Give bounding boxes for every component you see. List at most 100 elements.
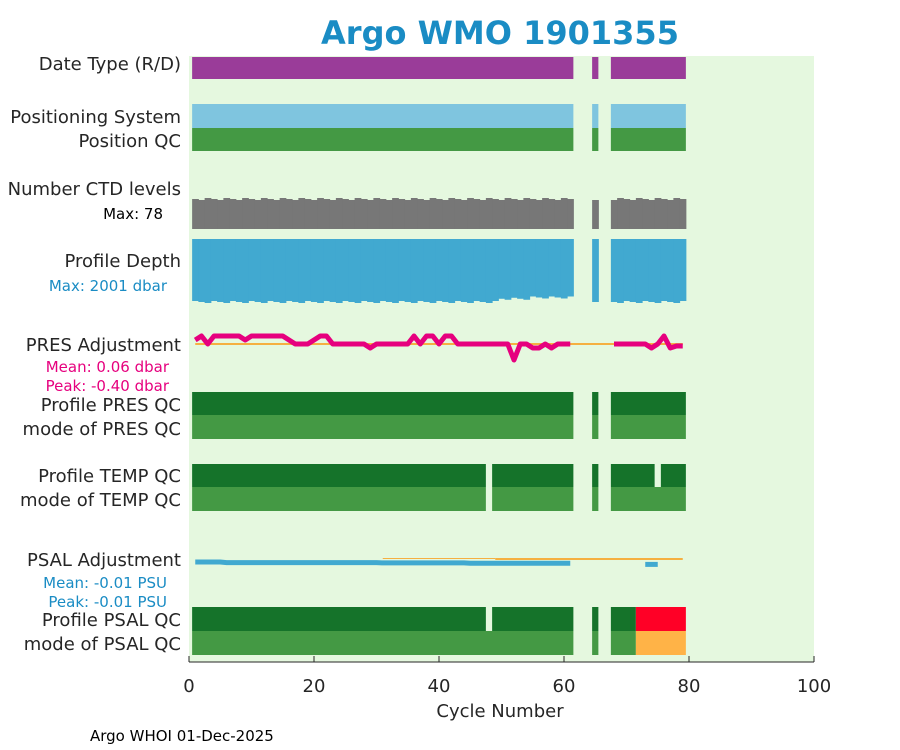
profile-temp-qc-bar <box>660 464 686 487</box>
row-label-pres-adjustment: PRES Adjustment <box>26 335 181 356</box>
ctd-level-bar <box>310 200 318 229</box>
position-qc-bar <box>610 128 686 151</box>
positioning-system-bar <box>592 104 599 128</box>
profile-depth-bar <box>467 239 474 303</box>
ctd-level-bar <box>417 199 424 229</box>
ctd-level-bar <box>479 200 487 229</box>
ctd-level-bar <box>523 198 531 229</box>
profile-temp-qc-bar <box>610 464 655 487</box>
ctd-level-bar <box>529 199 537 229</box>
profile-depth-bar <box>560 239 568 299</box>
ctd-level-bar <box>360 199 368 229</box>
row-label-date-type: Date Type (R/D) <box>39 54 181 75</box>
ctd-level-bar <box>554 200 562 229</box>
psal-adjustment-line <box>195 559 571 566</box>
ctd-level-bar <box>410 198 418 229</box>
profile-depth-bar <box>485 239 493 303</box>
profile-depth-bar <box>610 239 618 302</box>
psal-peak-label: Peak: -0.01 PSU <box>48 593 167 611</box>
profile-depth-bar <box>654 239 662 303</box>
ctd-level-bar <box>348 200 356 229</box>
pres-adjustment-line <box>614 333 683 351</box>
chart-title: Argo WMO 1901355 <box>321 14 679 52</box>
ctd-level-bar <box>629 200 637 229</box>
pres-adjustment-line <box>193 333 571 363</box>
profile-depth-bar <box>354 239 362 303</box>
profile-depth-bar <box>429 239 437 303</box>
profile-depth-bar <box>335 239 343 303</box>
psal-mean-label: Mean: -0.01 PSU <box>43 574 167 592</box>
profile-depth-bar <box>473 239 481 301</box>
date-type-bar <box>592 57 599 79</box>
ctd-level-bar <box>492 199 499 229</box>
ctd-level-bar <box>642 199 649 229</box>
profile-pres-qc-bar <box>610 392 686 415</box>
ctd-level-bar <box>242 198 249 229</box>
positioning-system-bar <box>192 104 574 128</box>
profile-depth-bar <box>667 239 674 302</box>
profile-depth-bar <box>373 239 381 303</box>
profile-depth-bar <box>517 239 524 299</box>
ctd-level-bar <box>285 199 293 229</box>
row-label-positioning-system: Positioning System <box>10 107 181 128</box>
mode-pres-qc-bar <box>192 415 574 439</box>
profile-depth-bar <box>385 239 393 302</box>
ctd-level-bar <box>435 199 443 229</box>
ctd-level-bar <box>335 198 343 229</box>
profile-depth-bar <box>510 239 518 298</box>
ctd-level-bar <box>379 199 387 229</box>
row-label-profile-temp-qc: Profile TEMP QC <box>38 466 181 487</box>
profile-psal-qc-bar <box>192 607 486 631</box>
row-label-mode-psal-qc: mode of PSAL QC <box>24 634 181 655</box>
profile-depth-bar <box>435 239 443 301</box>
profile-depth-bar <box>398 239 406 301</box>
profile-depth-bar <box>535 239 543 298</box>
profile-psal-qc-bar <box>610 607 636 631</box>
profile-depth-bar <box>498 239 506 299</box>
mode-psal-qc-bar <box>192 631 574 655</box>
ctd-level-bar <box>367 200 374 229</box>
ctd-level-bar <box>198 200 206 229</box>
ctd-level-bar <box>592 200 599 229</box>
mode-psal-qc-row <box>192 631 686 655</box>
position-qc-bar <box>592 128 599 151</box>
position-qc-row <box>192 128 686 151</box>
profile-depth-bar <box>623 239 631 301</box>
profile-depth-bar <box>423 239 431 302</box>
row-label-profile-depth: Profile Depth <box>64 251 181 272</box>
ctd-level-bar <box>679 199 687 229</box>
profile-psal-qc-bar <box>592 607 599 631</box>
ctd-level-bar <box>223 198 231 229</box>
ctd-level-bar <box>323 199 331 229</box>
ctd-level-bar <box>354 198 362 229</box>
profile-depth-bar <box>304 239 312 301</box>
mode-pres-qc-bar <box>610 415 686 439</box>
ctd-level-bar <box>304 199 312 229</box>
mode-pres-qc-bar <box>592 415 599 439</box>
profile-depth-bar <box>348 239 356 302</box>
profile-depth-bar <box>679 239 687 301</box>
profile-depth-bar <box>479 239 487 302</box>
footer-credit: Argo WHOI 01-Dec-2025 <box>90 727 274 745</box>
ctd-level-bar <box>248 199 256 229</box>
profile-depth-bar <box>235 239 243 302</box>
profile-depth-bar <box>279 239 287 303</box>
x-tick-label: 0 <box>183 676 194 697</box>
ctd-level-bar <box>423 200 431 229</box>
positioning-system-bar <box>610 104 686 128</box>
ctd-level-bar <box>617 198 624 229</box>
pres-adjustment-row <box>193 333 683 363</box>
ctd-level-bar <box>317 198 324 229</box>
ctd-level-bar <box>398 199 406 229</box>
profile-depth-bar <box>323 239 331 301</box>
ctd-level-bar <box>404 200 412 229</box>
profile-depth-bar <box>367 239 374 302</box>
ctd-level-bar <box>623 199 631 229</box>
profile-depth-bar <box>542 239 549 299</box>
ctd-level-bar <box>667 200 674 229</box>
profile-depth-bar <box>242 239 249 303</box>
profile-psal-qc-bar <box>492 607 574 631</box>
ctd-level-bar <box>648 200 656 229</box>
profile-depth-bar <box>492 239 499 301</box>
